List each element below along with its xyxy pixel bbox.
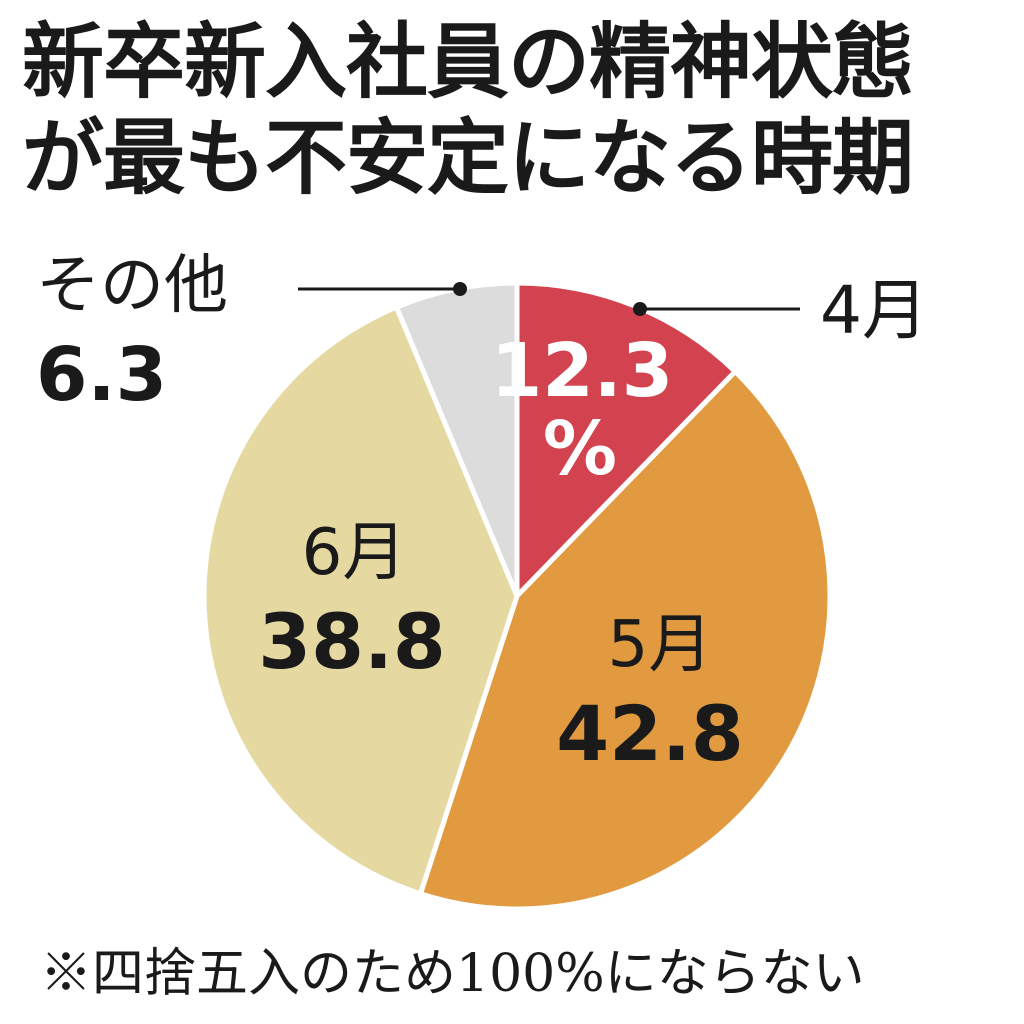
pie-slice-jun: [201, 304, 520, 897]
slice-labels: 12.3 % 5月 42.8 6月 38.8: [258, 328, 744, 778]
slice-value-apr: 12.3: [491, 328, 674, 414]
slice-value-other: 6.3: [36, 332, 168, 418]
footnote: ※四捨五入のため100%にならない: [40, 944, 865, 1004]
chart-title-line-2: が最も不安定になる時期: [22, 111, 914, 206]
pie-slices: [201, 280, 833, 912]
slice-unit-apr: %: [543, 406, 617, 492]
slice-label-apr: 4月: [820, 272, 928, 349]
slice-label-other: その他: [36, 249, 228, 323]
slice-value-may: 42.8: [556, 689, 744, 778]
leader-dot-other: [453, 282, 467, 296]
slice-label-may: 5月: [608, 608, 713, 682]
leader-lines: [298, 282, 800, 316]
leader-dot-apr: [633, 302, 647, 316]
slice-label-jun: 6月: [302, 516, 407, 590]
pie-slice-may: [417, 369, 833, 912]
slice-value-jun: 38.8: [258, 597, 446, 686]
chart-title-line-1: 新卒新入社員の精神状態: [22, 15, 914, 110]
